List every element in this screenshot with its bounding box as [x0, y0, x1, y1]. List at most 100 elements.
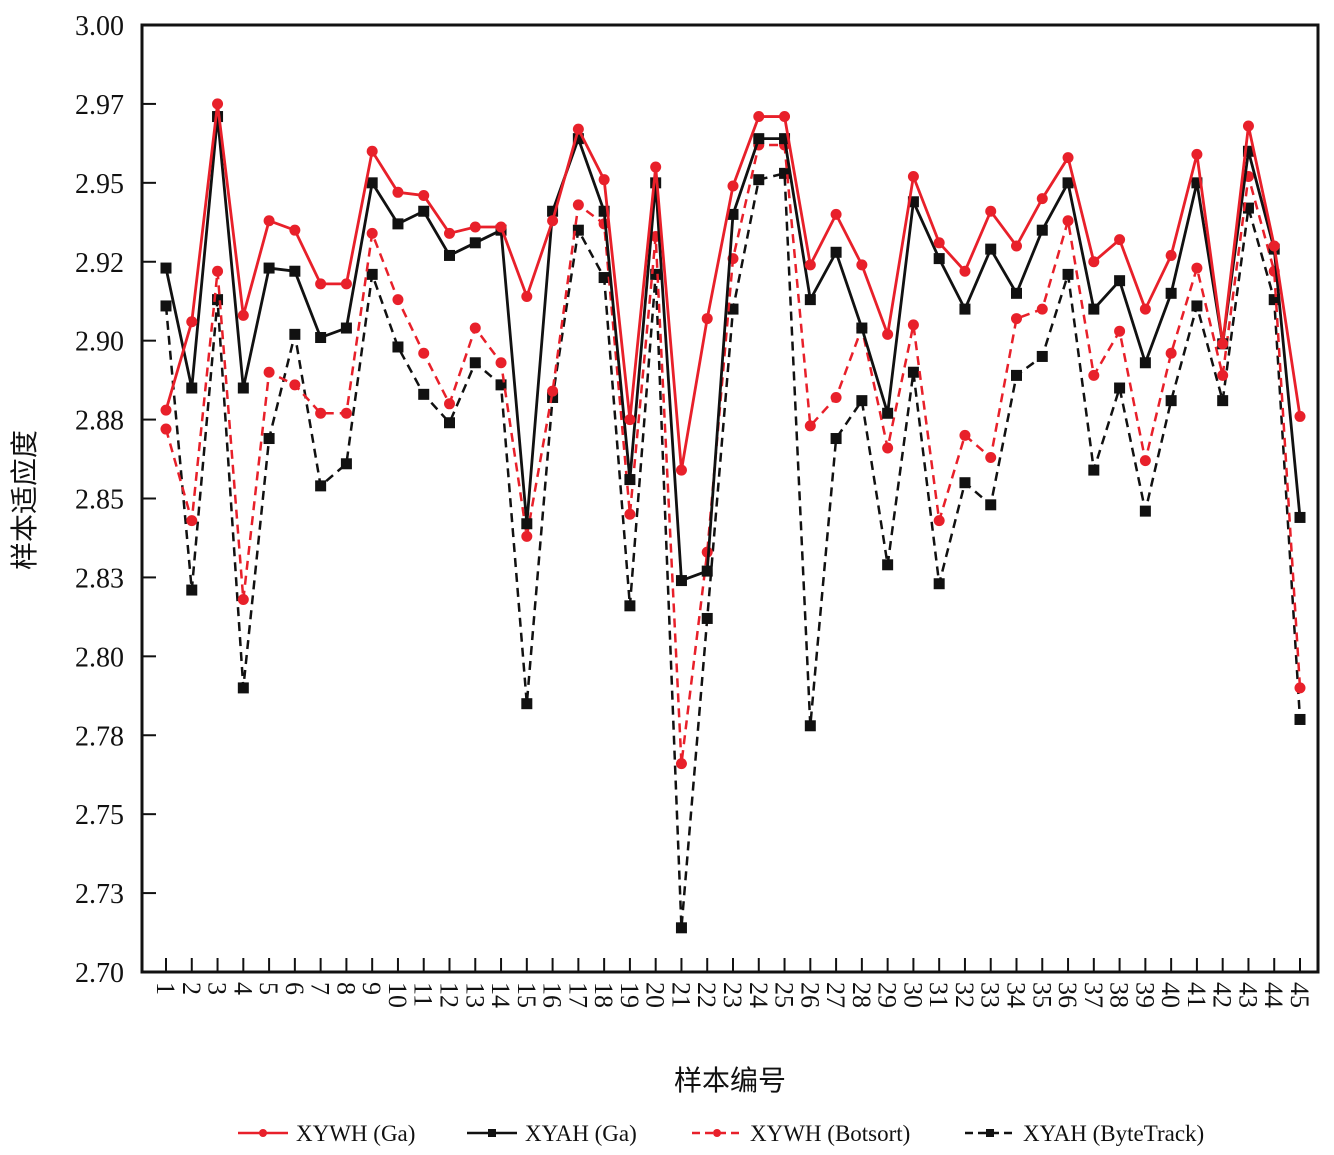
data-point	[418, 347, 430, 359]
x-tick-label: 6	[280, 982, 309, 995]
x-tick-label: 34	[1002, 982, 1031, 1008]
data-point	[1088, 369, 1100, 381]
data-point	[572, 199, 584, 211]
data-point	[959, 429, 971, 441]
data-point	[495, 379, 507, 391]
data-point	[1139, 505, 1151, 517]
y-tick-label: 2.88	[75, 406, 124, 437]
data-point	[315, 407, 327, 419]
x-tick-label: 39	[1130, 982, 1159, 1008]
data-point	[1062, 152, 1074, 164]
data-point	[675, 464, 687, 476]
data-point	[572, 123, 584, 135]
data-point	[1139, 455, 1151, 467]
data-point	[1217, 338, 1229, 350]
data-point	[392, 218, 404, 230]
data-point	[237, 309, 249, 321]
x-tick-label: 4	[228, 982, 257, 995]
x-tick-label: 43	[1233, 982, 1262, 1008]
data-point	[263, 215, 275, 227]
data-point	[1088, 256, 1100, 268]
data-point	[804, 259, 816, 271]
data-point	[289, 379, 301, 391]
data-point	[779, 111, 791, 123]
data-point	[1217, 369, 1229, 381]
x-tick-label: 5	[254, 982, 283, 995]
data-point	[366, 177, 378, 189]
data-point	[444, 398, 455, 410]
legend-label: XYAH (Ga)	[525, 1121, 637, 1146]
data-point	[212, 98, 224, 110]
legend-marker	[986, 1129, 994, 1137]
data-point	[1139, 303, 1151, 315]
x-tick-label: 17	[563, 982, 592, 1008]
data-point	[753, 174, 765, 186]
data-point	[212, 265, 224, 277]
data-point	[598, 205, 610, 217]
x-tick-label: 13	[460, 982, 489, 1008]
data-point	[856, 322, 868, 334]
data-point	[1294, 713, 1306, 725]
data-point	[263, 262, 275, 274]
series-xywh-botsort	[160, 139, 1306, 770]
data-point	[418, 388, 430, 400]
data-point	[160, 262, 172, 274]
data-point	[598, 272, 610, 284]
series-lines	[160, 98, 1306, 934]
series-line	[164, 103, 1302, 471]
data-point	[1036, 224, 1048, 236]
x-tick-label: 19	[615, 982, 644, 1008]
legend-marker	[713, 1129, 721, 1137]
x-tick-label: 28	[847, 982, 876, 1008]
data-point	[856, 395, 868, 407]
plot-frame	[140, 23, 1320, 974]
data-point	[366, 268, 378, 280]
data-point	[315, 332, 327, 344]
data-point	[1165, 395, 1177, 407]
data-point	[1191, 262, 1203, 274]
data-point	[1294, 682, 1306, 694]
legend-label: XYAH (ByteTrack)	[1023, 1121, 1204, 1146]
x-tick-label: 38	[1105, 982, 1134, 1008]
y-tick-label: 2.85	[75, 485, 124, 516]
data-point	[160, 404, 172, 416]
data-point	[340, 407, 352, 419]
x-tick-label: 2	[177, 982, 206, 995]
data-point	[186, 316, 198, 328]
data-point	[779, 133, 791, 145]
data-point	[1165, 287, 1177, 299]
data-point	[160, 423, 172, 435]
x-tick-label: 36	[1053, 982, 1082, 1008]
data-point	[444, 417, 455, 429]
data-point	[701, 612, 713, 624]
data-point	[1294, 511, 1306, 523]
data-point	[882, 559, 894, 571]
data-point	[830, 246, 842, 258]
data-point	[392, 186, 404, 198]
series-line	[164, 143, 1302, 764]
data-point	[1165, 347, 1177, 359]
data-point	[1268, 240, 1280, 252]
legend: XYWH (Ga) XYAH (Ga) XYWH (Botsort) XYAH (By…	[238, 1121, 1204, 1146]
y-tick-label: 2.80	[75, 642, 124, 673]
data-point	[289, 224, 301, 236]
x-tick-label: 8	[331, 982, 360, 995]
data-point	[804, 420, 816, 432]
y-tick-label: 3.00	[75, 11, 124, 42]
y-tick-label: 2.73	[75, 879, 124, 910]
data-point	[959, 265, 971, 277]
data-point	[469, 322, 481, 334]
x-tick-label: 11	[409, 982, 438, 1007]
y-tick-label: 2.83	[75, 563, 124, 594]
x-tick-label: 7	[306, 982, 335, 995]
data-point	[444, 227, 455, 239]
data-point	[237, 382, 249, 394]
data-point	[1268, 294, 1280, 306]
data-point	[727, 303, 739, 315]
data-point	[1114, 325, 1126, 337]
data-point	[933, 578, 945, 590]
data-point	[856, 259, 868, 271]
data-point	[779, 167, 791, 179]
x-tick-label: 16	[538, 982, 567, 1008]
